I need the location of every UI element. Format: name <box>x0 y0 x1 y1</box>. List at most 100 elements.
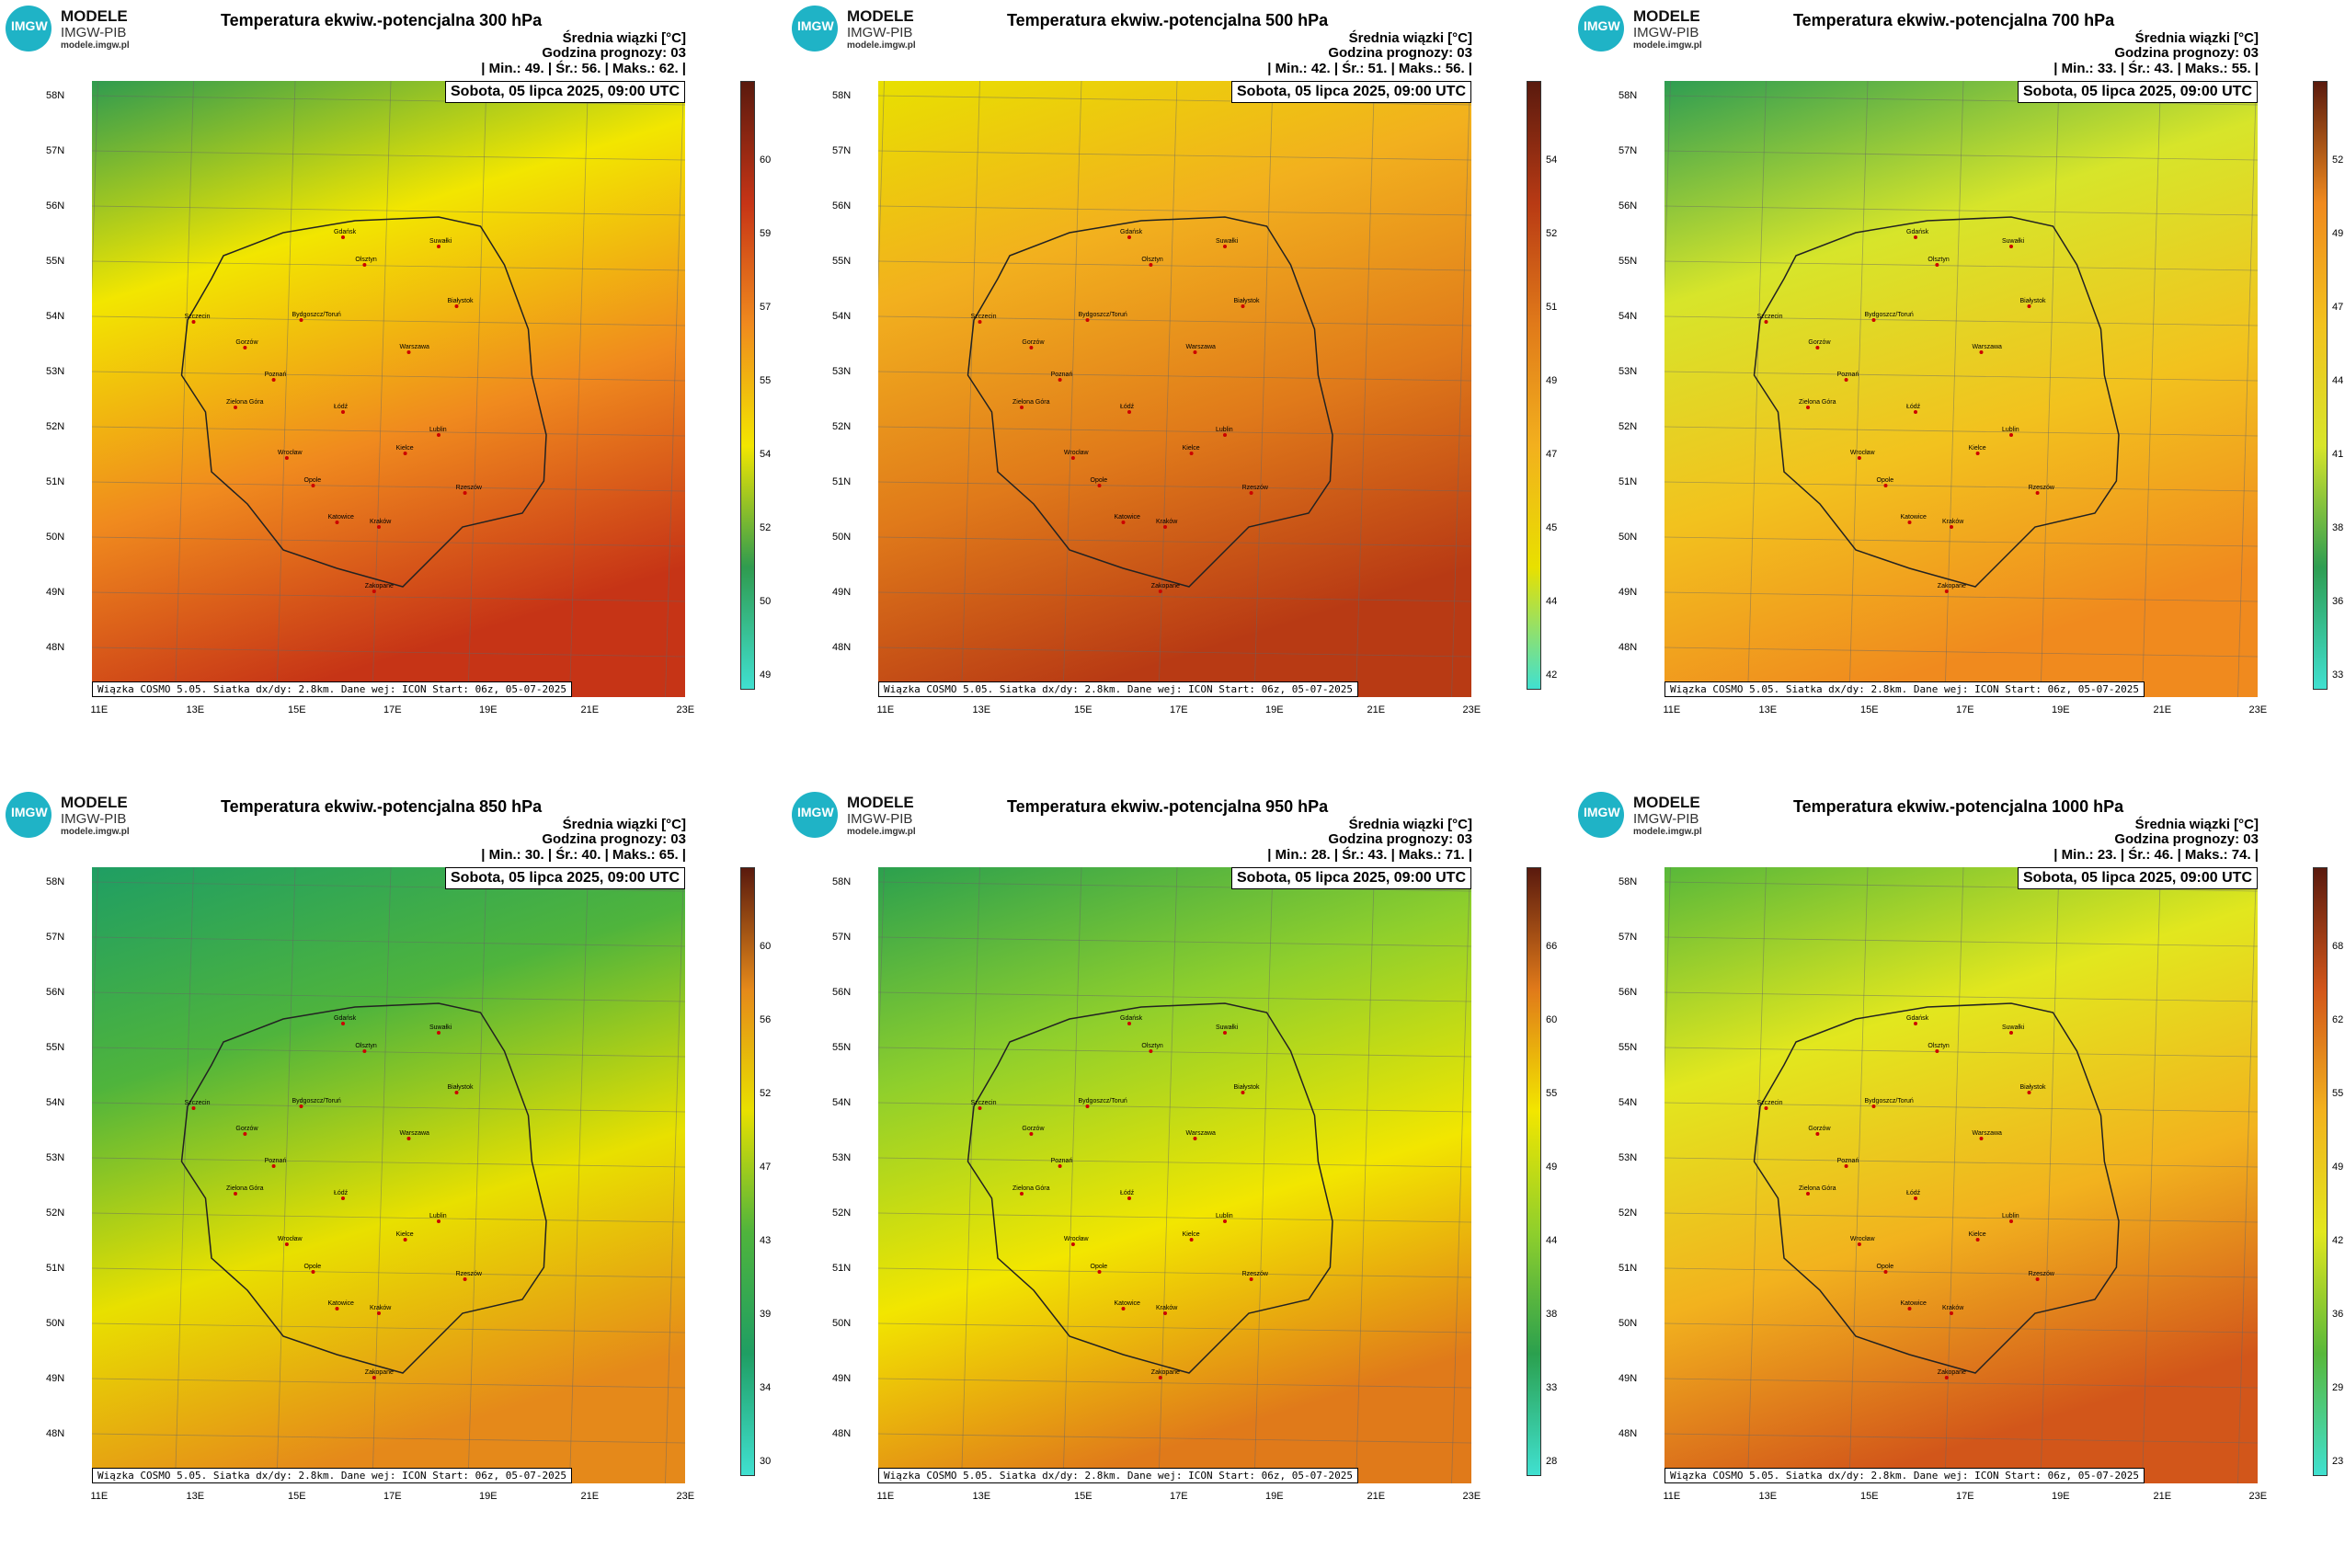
colorbar-tick: 49 <box>2332 228 2344 239</box>
latitude-line <box>878 1157 1471 1168</box>
colorbar-tick: 41 <box>2332 449 2344 460</box>
latitude-label: 57N <box>1619 145 1638 156</box>
mean-label: Średnia wiązki [°C] <box>562 30 686 46</box>
city-label: Gdańsk <box>1120 229 1143 235</box>
logo-line1: MODELE <box>1633 7 1700 25</box>
latitude-label: 57N <box>1619 932 1638 943</box>
city-label: Kielce <box>1183 445 1200 452</box>
city-label: Gorzów <box>1022 339 1045 346</box>
city-dot <box>1914 1196 1917 1200</box>
city-label: Katowice <box>1901 1300 1927 1307</box>
longitude-line <box>2040 81 2060 697</box>
city-label: Zakopane <box>1938 1369 1966 1376</box>
city-label: Szczecin <box>185 1100 211 1106</box>
colorbar-tick: 28 <box>1546 1456 1558 1467</box>
logo-line2: IMGW-PIB <box>1633 811 1699 827</box>
city-dot <box>1223 1219 1227 1223</box>
city-dot <box>2009 1031 2013 1035</box>
city-dot <box>372 1376 376 1379</box>
colorbar-tick: 44 <box>1546 596 1558 607</box>
model-footer: Wiązka COSMO 5.05. Siatka dx/dy: 2.8km. … <box>1664 681 2145 697</box>
logo-line3: modele.imgw.pl <box>847 40 916 51</box>
latitude-label: 48N <box>46 1428 65 1439</box>
city-dot <box>2009 245 2013 248</box>
latitude-label: 58N <box>1619 876 1638 887</box>
city-dot <box>271 378 276 382</box>
latitude-label: 57N <box>832 145 852 156</box>
poland-border <box>967 216 1333 588</box>
longitude-label: 13E <box>1758 1491 1778 1502</box>
city-dot <box>1127 235 1131 239</box>
latitude-line <box>878 647 1471 658</box>
latitude-label: 49N <box>1619 1373 1638 1384</box>
latitude-line <box>878 591 1471 602</box>
latitude-line <box>92 371 685 382</box>
latitude-line <box>1664 1157 2258 1168</box>
forecast-hour-label: Godzina prognozy: 03 <box>1328 831 1472 847</box>
latitude-line <box>1664 260 2258 271</box>
temperature-map: Gdańsk Olsztyn Suwałki Białystok Szczecin Byd… <box>92 867 685 1483</box>
map-canvas: Gdańsk Olsztyn Suwałki Białystok Szczecin Byd… <box>878 81 1471 697</box>
panel-title: Temperatura ekwiw.-potencjalna 500 hPa <box>1007 11 1329 29</box>
latitude-line <box>878 1267 1471 1278</box>
latitude-label: 56N <box>46 987 65 998</box>
city-dot <box>311 484 315 487</box>
city-label: Białystok <box>448 298 475 304</box>
longitude-line <box>175 81 194 697</box>
panel-info: Średnia wiązki [°C] Godzina prognozy: 03 <box>542 818 686 847</box>
mean-label: Średnia wiązki [°C] <box>562 817 686 832</box>
longitude-label: 19E <box>1265 1491 1284 1502</box>
city-dot <box>1058 1164 1062 1168</box>
colorbar-tick: 36 <box>2332 596 2344 607</box>
latitude-line <box>878 881 1471 892</box>
latitude-line <box>92 481 685 492</box>
latitude-label: 53N <box>46 366 65 377</box>
panel-info: Średnia wiązki [°C] Godzina prognozy: 03 <box>2114 818 2259 847</box>
map-panel: IMGW MODELE IMGW-PIB modele.imgw.pl Temp… <box>0 786 782 1568</box>
city-dot <box>463 1277 467 1281</box>
city-label: Olsztyn <box>355 257 376 263</box>
city-label: Zielona Góra <box>1012 1185 1050 1192</box>
colorbar-tick: 60 <box>1546 1014 1558 1025</box>
city-label: Gorzów <box>235 339 258 346</box>
mean-label: Średnia wiązki [°C] <box>2134 817 2259 832</box>
longitude-label: 17E <box>383 1491 402 1502</box>
latitude-label: 58N <box>46 90 65 101</box>
city-label: Gorzów <box>1022 1126 1045 1132</box>
city-label: Katowice <box>1115 1300 1141 1307</box>
longitude-label: 23E <box>2248 704 2268 715</box>
city-dot <box>1944 1376 1949 1379</box>
longitude-line <box>92 81 98 294</box>
panel-info: Średnia wiązki [°C] Godzina prognozy: 03 <box>2114 31 2259 61</box>
city-dot <box>1029 1132 1034 1136</box>
latitude-label: 48N <box>1619 1428 1638 1439</box>
city-dot <box>1121 521 1126 524</box>
city-dot <box>403 1238 407 1242</box>
city-label: Szczecin <box>971 314 997 320</box>
city-dot <box>978 320 982 324</box>
longitude-line <box>1747 867 1767 1483</box>
city-dot <box>191 1106 196 1110</box>
city-dot <box>1975 452 1980 455</box>
city-dot <box>341 1196 345 1200</box>
longitude-line <box>1356 81 1375 697</box>
city-label: Łódź <box>1120 1190 1135 1196</box>
city-dot <box>1127 1196 1131 1200</box>
latitude-line <box>1664 481 2258 492</box>
colorbar-tick: 54 <box>760 449 772 460</box>
colorbar-tick: 30 <box>760 1456 772 1467</box>
city-dot <box>2035 1277 2040 1281</box>
latitude-line <box>1664 95 2258 106</box>
latitude-line <box>92 647 685 658</box>
latitude-label: 50N <box>46 1318 65 1329</box>
latitude-label: 51N <box>46 476 65 487</box>
latitude-label: 50N <box>1619 532 1638 543</box>
latitude-line <box>1664 205 2258 216</box>
city-dot <box>1127 410 1131 414</box>
logo-line2: IMGW-PIB <box>61 25 127 40</box>
latitude-label: 55N <box>832 1042 852 1053</box>
latitude-label: 50N <box>1619 1318 1638 1329</box>
city-label: Poznań <box>1837 372 1859 378</box>
color-bar <box>2313 81 2328 690</box>
colorbar-tick: 66 <box>1546 941 1558 952</box>
